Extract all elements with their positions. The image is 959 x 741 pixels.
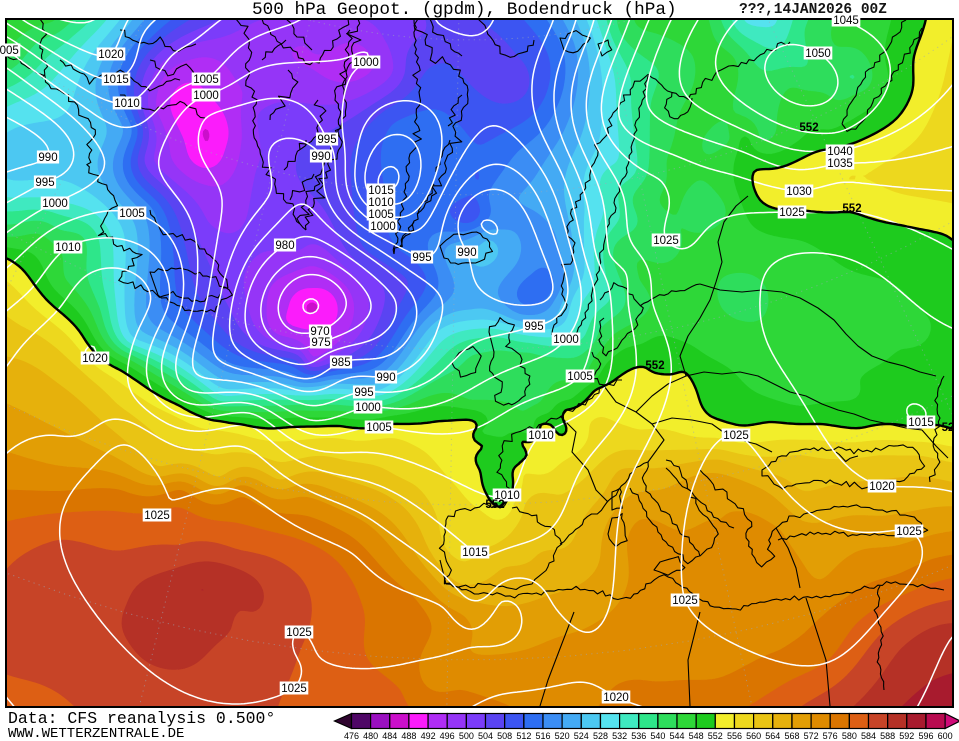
svg-text:???,14JAN2026 00Z: ???,14JAN2026 00Z: [739, 2, 887, 18]
svg-text:1005: 1005: [193, 74, 219, 86]
svg-text:1015: 1015: [462, 547, 488, 559]
svg-text:532: 532: [612, 731, 627, 741]
svg-text:552: 552: [842, 203, 861, 215]
svg-text:592: 592: [899, 731, 914, 741]
svg-text:524: 524: [574, 731, 589, 741]
svg-text:552: 552: [645, 360, 664, 372]
svg-text:552: 552: [708, 731, 723, 741]
svg-text:980: 980: [275, 240, 294, 252]
svg-text:1015: 1015: [368, 185, 394, 197]
svg-text:1015: 1015: [103, 74, 129, 86]
svg-text:576: 576: [823, 731, 838, 741]
svg-text:1025: 1025: [653, 235, 679, 247]
svg-text:1010: 1010: [114, 98, 140, 110]
svg-text:544: 544: [669, 731, 684, 741]
svg-text:552: 552: [485, 499, 504, 511]
svg-text:600: 600: [938, 731, 953, 741]
svg-text:990: 990: [38, 152, 57, 164]
svg-text:572: 572: [804, 731, 819, 741]
svg-text:990: 990: [457, 247, 476, 259]
svg-text:508: 508: [497, 731, 512, 741]
svg-text:995: 995: [524, 321, 543, 333]
svg-text:1025: 1025: [286, 627, 312, 639]
svg-text:990: 990: [376, 372, 395, 384]
svg-text:975: 975: [311, 337, 330, 349]
svg-text:1030: 1030: [786, 186, 812, 198]
svg-text:496: 496: [440, 731, 455, 741]
svg-text:WWW.WETTERZENTRALE.DE: WWW.WETTERZENTRALE.DE: [8, 726, 184, 741]
svg-text:520: 520: [555, 731, 570, 741]
svg-text:564: 564: [765, 731, 780, 741]
svg-text:1000: 1000: [370, 221, 396, 233]
svg-text:1005: 1005: [119, 208, 145, 220]
svg-text:540: 540: [650, 731, 665, 741]
svg-text:488: 488: [401, 731, 416, 741]
svg-text:1035: 1035: [827, 158, 853, 170]
svg-text:1000: 1000: [355, 402, 381, 414]
svg-text:1000: 1000: [193, 90, 219, 102]
svg-text:492: 492: [421, 731, 436, 741]
svg-text:1005: 1005: [567, 371, 593, 383]
svg-text:480: 480: [363, 731, 378, 741]
svg-text:1050: 1050: [805, 48, 831, 60]
svg-text:500 hPa Geopot. (gpdm), Bodend: 500 hPa Geopot. (gpdm), Bodendruck (hPa): [252, 0, 677, 20]
svg-text:584: 584: [861, 731, 876, 741]
svg-text:580: 580: [842, 731, 857, 741]
svg-text:1010: 1010: [368, 197, 394, 209]
svg-text:1005: 1005: [366, 422, 392, 434]
svg-text:596: 596: [918, 731, 933, 741]
svg-text:1025: 1025: [144, 510, 170, 522]
svg-text:985: 985: [331, 357, 350, 369]
svg-text:500: 500: [459, 731, 474, 741]
svg-text:536: 536: [631, 731, 646, 741]
svg-text:1020: 1020: [869, 481, 895, 493]
svg-text:484: 484: [382, 731, 397, 741]
svg-text:512: 512: [516, 731, 531, 741]
svg-text:1025: 1025: [779, 207, 805, 219]
svg-text:568: 568: [784, 731, 799, 741]
svg-text:1025: 1025: [723, 430, 749, 442]
svg-text:Data: CFS reanalysis 0.500°: Data: CFS reanalysis 0.500°: [8, 709, 275, 728]
svg-text:1015: 1015: [908, 417, 934, 429]
svg-text:995: 995: [317, 134, 336, 146]
svg-text:995: 995: [354, 387, 373, 399]
svg-text:1010: 1010: [528, 430, 554, 442]
svg-text:588: 588: [880, 731, 895, 741]
svg-text:1005: 1005: [0, 45, 19, 57]
svg-text:556: 556: [727, 731, 742, 741]
svg-text:548: 548: [689, 731, 704, 741]
svg-text:1020: 1020: [82, 353, 108, 365]
svg-text:990: 990: [311, 151, 330, 163]
svg-text:528: 528: [593, 731, 608, 741]
svg-text:1010: 1010: [494, 490, 520, 502]
svg-text:1020: 1020: [98, 49, 124, 61]
svg-text:970: 970: [310, 326, 329, 338]
svg-text:560: 560: [746, 731, 761, 741]
svg-text:516: 516: [535, 731, 550, 741]
svg-text:1020: 1020: [603, 692, 629, 704]
svg-text:1045: 1045: [833, 15, 859, 27]
svg-text:1000: 1000: [353, 57, 379, 69]
svg-text:1040: 1040: [827, 146, 853, 158]
svg-text:995: 995: [35, 177, 54, 189]
svg-text:995: 995: [412, 252, 431, 264]
svg-text:476: 476: [344, 731, 359, 741]
svg-text:1025: 1025: [672, 595, 698, 607]
svg-text:1000: 1000: [42, 198, 68, 210]
svg-text:1025: 1025: [896, 526, 922, 538]
svg-text:1025: 1025: [281, 683, 307, 695]
svg-text:552: 552: [799, 122, 818, 134]
svg-text:1010: 1010: [55, 242, 81, 254]
svg-text:52: 52: [942, 422, 955, 434]
svg-text:1000: 1000: [553, 334, 579, 346]
svg-text:504: 504: [478, 731, 493, 741]
svg-text:1005: 1005: [368, 209, 394, 221]
